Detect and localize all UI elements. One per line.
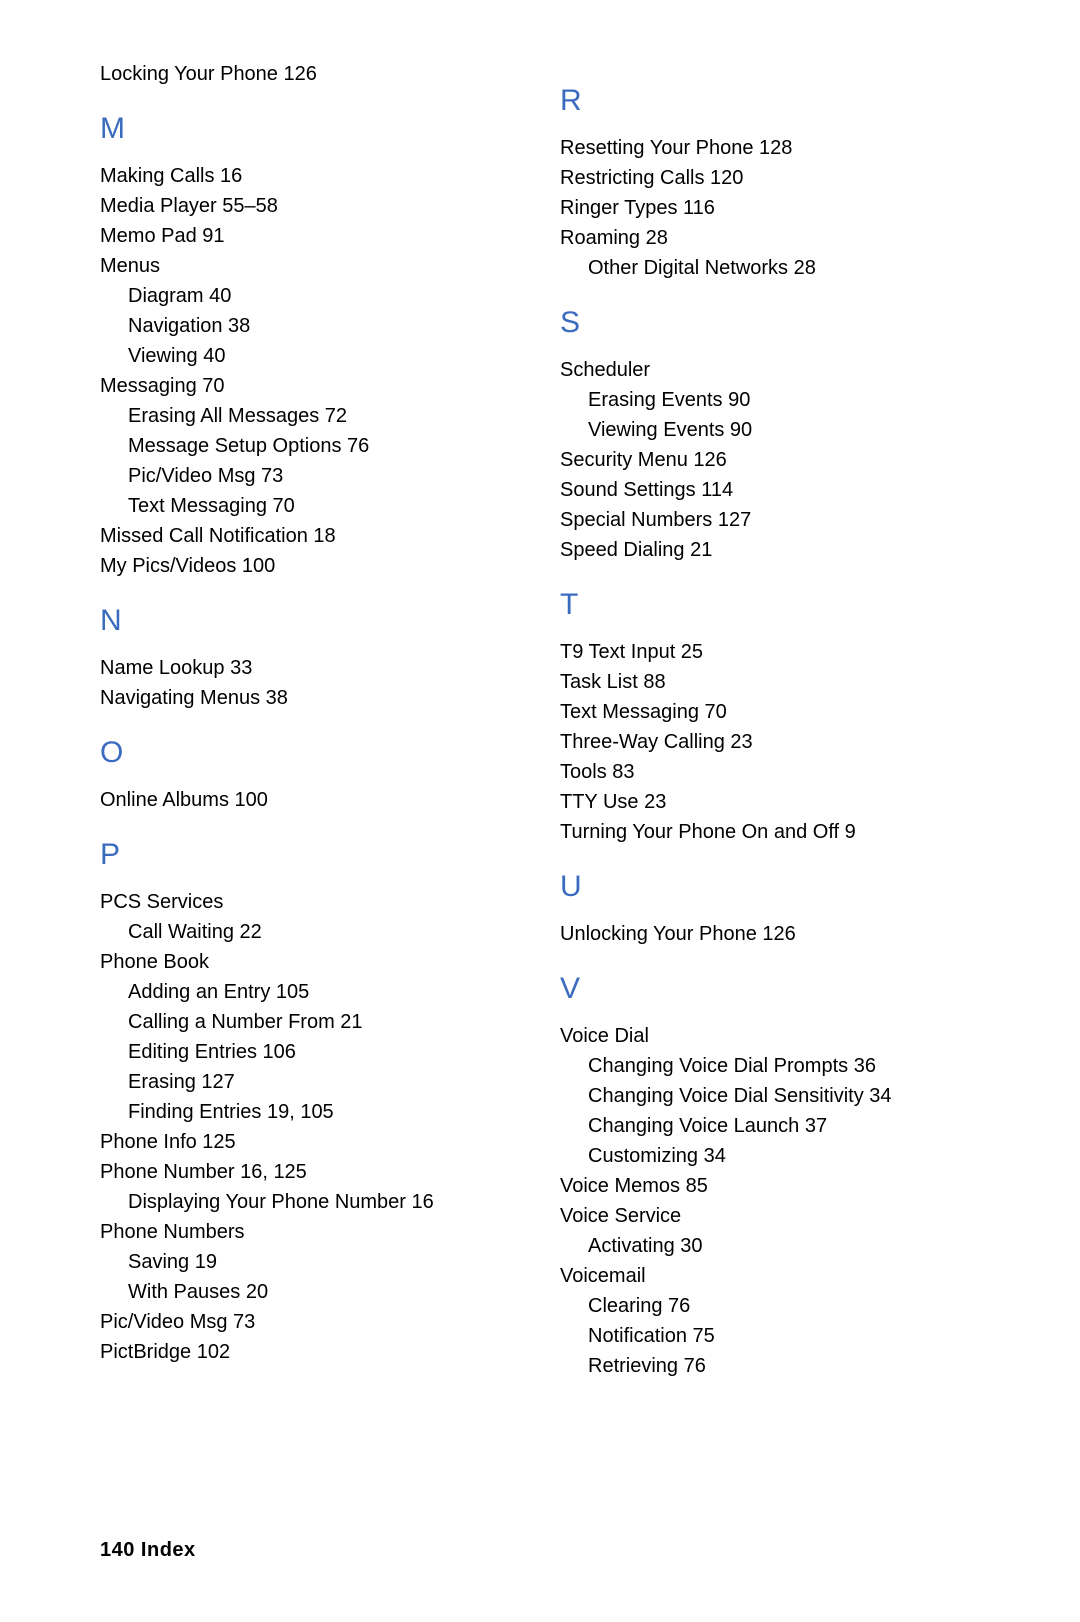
index-entry: Ringer Types 116	[560, 194, 980, 222]
index-entry: Memo Pad 91	[100, 222, 520, 250]
index-entry: Voicemail	[560, 1262, 980, 1290]
index-entry: Making Calls 16	[100, 162, 520, 190]
page-footer: 140 Index	[100, 1539, 196, 1562]
index-entry: Missed Call Notification 18	[100, 522, 520, 550]
index-entry: PictBridge 102	[100, 1338, 520, 1366]
index-letter-heading: N	[100, 604, 520, 638]
index-letter-heading: V	[560, 972, 980, 1006]
index-letter-heading: M	[100, 112, 520, 146]
left-column: Locking Your Phone 126MMaking Calls 16Me…	[100, 60, 520, 1382]
index-subentry: Retrieving 76	[560, 1352, 980, 1380]
index-subentry: Other Digital Networks 28	[560, 254, 980, 282]
index-entry: TTY Use 23	[560, 788, 980, 816]
index-subentry: Pic/Video Msg 73	[100, 462, 520, 490]
index-entry: Locking Your Phone 126	[100, 60, 520, 88]
right-column: R Resetting Your Phone 128Restricting Cal…	[560, 60, 980, 1382]
index-entry: Text Messaging 70	[560, 698, 980, 726]
index-entry: Messaging 70	[100, 372, 520, 400]
index-subentry: Viewing Events 90	[560, 416, 980, 444]
index-entry: Unlocking Your Phone 126	[560, 920, 980, 948]
index-entry: Phone Book	[100, 948, 520, 976]
index-entry: Roaming 28	[560, 224, 980, 252]
index-page: Locking Your Phone 126MMaking Calls 16Me…	[0, 0, 1080, 1622]
index-entry: Resetting Your Phone 128	[560, 134, 980, 162]
index-subentry: Changing Voice Dial Sensitivity 34	[560, 1082, 980, 1110]
index-entry: Online Albums 100	[100, 786, 520, 814]
index-subentry: Text Messaging 70	[100, 492, 520, 520]
index-letter-heading: P	[100, 838, 520, 872]
index-entry: Restricting Calls 120	[560, 164, 980, 192]
index-subentry: Adding an Entry 105	[100, 978, 520, 1006]
two-column-layout: Locking Your Phone 126MMaking Calls 16Me…	[100, 60, 980, 1382]
index-entry: Speed Dialing 21	[560, 536, 980, 564]
index-letter-heading: U	[560, 870, 980, 904]
index-entry: Sound Settings 114	[560, 476, 980, 504]
index-entry: Phone Numbers	[100, 1218, 520, 1246]
index-subentry: Notification 75	[560, 1322, 980, 1350]
index-entry: Voice Service	[560, 1202, 980, 1230]
index-letter-heading: O	[100, 736, 520, 770]
index-entry: Tools 83	[560, 758, 980, 786]
index-subentry: Finding Entries 19, 105	[100, 1098, 520, 1126]
index-entry: Pic/Video Msg 73	[100, 1308, 520, 1336]
index-subentry: Activating 30	[560, 1232, 980, 1260]
index-subentry: Saving 19	[100, 1248, 520, 1276]
index-letter-heading: S	[560, 306, 980, 340]
index-entry: PCS Services	[100, 888, 520, 916]
index-letter-heading: T	[560, 588, 980, 622]
index-entry: Name Lookup 33	[100, 654, 520, 682]
index-subentry: Call Waiting 22	[100, 918, 520, 946]
index-subentry: Changing Voice Dial Prompts 36	[560, 1052, 980, 1080]
index-subentry: Erasing All Messages 72	[100, 402, 520, 430]
index-entry: Menus	[100, 252, 520, 280]
index-subentry: Displaying Your Phone Number 16	[100, 1188, 520, 1216]
index-letter-heading: R	[560, 84, 980, 118]
index-entry: Special Numbers 127	[560, 506, 980, 534]
index-subentry: Viewing 40	[100, 342, 520, 370]
index-subentry: Diagram 40	[100, 282, 520, 310]
index-subentry: Customizing 34	[560, 1142, 980, 1170]
index-entry: Phone Info 125	[100, 1128, 520, 1156]
index-subentry: Message Setup Options 76	[100, 432, 520, 460]
index-entry: Security Menu 126	[560, 446, 980, 474]
index-subentry: Editing Entries 106	[100, 1038, 520, 1066]
index-subentry: Navigation 38	[100, 312, 520, 340]
index-subentry: Calling a Number From 21	[100, 1008, 520, 1036]
index-subentry: Changing Voice Launch 37	[560, 1112, 980, 1140]
index-entry: Turning Your Phone On and Off 9	[560, 818, 980, 846]
index-subentry: With Pauses 20	[100, 1278, 520, 1306]
index-entry: Voice Memos 85	[560, 1172, 980, 1200]
index-entry: Phone Number 16, 125	[100, 1158, 520, 1186]
index-entry: Scheduler	[560, 356, 980, 384]
index-subentry: Erasing 127	[100, 1068, 520, 1096]
index-entry: Task List 88	[560, 668, 980, 696]
index-entry: Three-Way Calling 23	[560, 728, 980, 756]
index-entry: Voice Dial	[560, 1022, 980, 1050]
index-entry: Media Player 55–58	[100, 192, 520, 220]
index-entry: My Pics/Videos 100	[100, 552, 520, 580]
index-subentry: Erasing Events 90	[560, 386, 980, 414]
index-entry: T9 Text Input 25	[560, 638, 980, 666]
index-entry: Navigating Menus 38	[100, 684, 520, 712]
index-subentry: Clearing 76	[560, 1292, 980, 1320]
